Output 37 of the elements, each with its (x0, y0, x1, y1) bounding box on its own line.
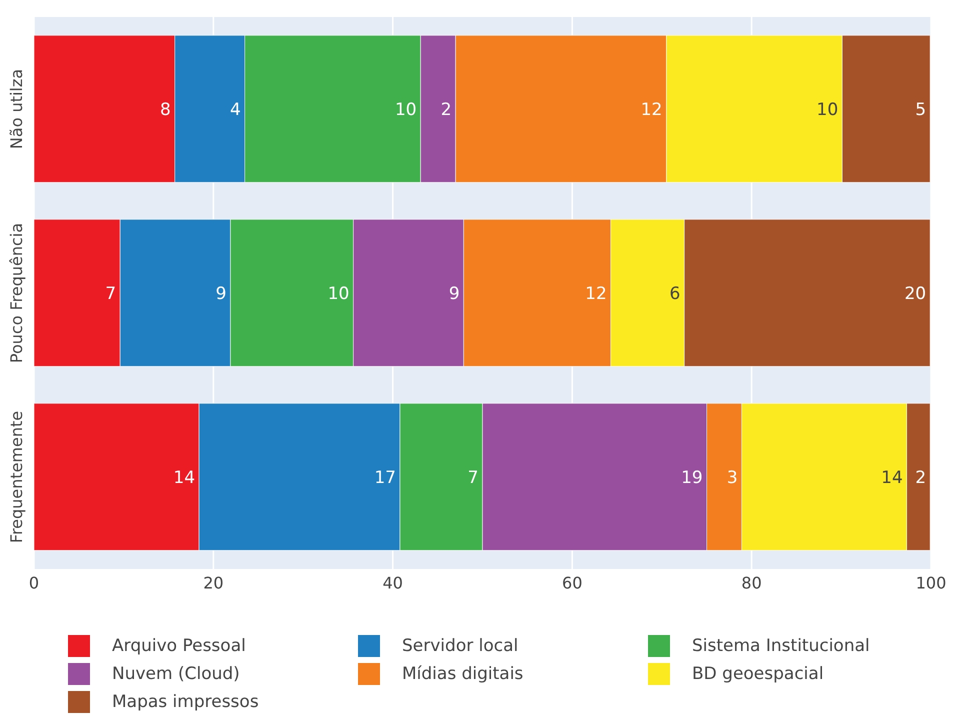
annotation: 7 (468, 468, 478, 488)
legend-label: Nuvem (Cloud) (112, 664, 240, 684)
annotation: 10 (328, 284, 350, 304)
y-tick-label: Frequentemente (7, 410, 26, 544)
legend-label: Arquivo Pessoal (112, 636, 246, 656)
legend-label: Sistema Institucional (692, 636, 870, 656)
x-tick-label: 60 (562, 573, 582, 592)
annotation: 4 (230, 100, 241, 120)
x-tick-label: 100 (916, 573, 946, 592)
y-tick-label: Não utilza (7, 68, 26, 150)
annotation: 9 (448, 284, 460, 304)
annotation: 2 (915, 468, 926, 488)
annotation: 10 (816, 100, 838, 120)
annotation: 2 (440, 100, 452, 120)
annotation: 12 (585, 284, 607, 304)
annotation: 5 (915, 100, 926, 120)
annotation: 9 (216, 284, 226, 304)
x-tick-label: 80 (741, 573, 762, 592)
annotation: 19 (681, 468, 703, 488)
y-tick-label: Pouco Frequência (7, 222, 26, 364)
annotation: 6 (669, 284, 680, 304)
x-tick-label: 20 (203, 573, 224, 592)
annotation: 3 (726, 468, 738, 488)
legend-label: Mapas impressos (112, 692, 259, 712)
x-tick-label: 40 (382, 573, 403, 592)
x-tick-label: 0 (28, 573, 40, 592)
legend-label: BD geoespacial (692, 664, 824, 684)
legend-label: Servidor local (402, 636, 518, 656)
annotation: 8 (160, 100, 171, 120)
annotation: 12 (640, 100, 662, 120)
annotation: 10 (394, 100, 417, 120)
annotation: 17 (374, 468, 396, 488)
legend-label: Mídias digitais (402, 664, 524, 684)
annotation: 20 (904, 284, 926, 304)
annotation: 14 (173, 468, 196, 488)
annotation: 7 (105, 284, 116, 304)
annotation: 14 (881, 468, 903, 488)
